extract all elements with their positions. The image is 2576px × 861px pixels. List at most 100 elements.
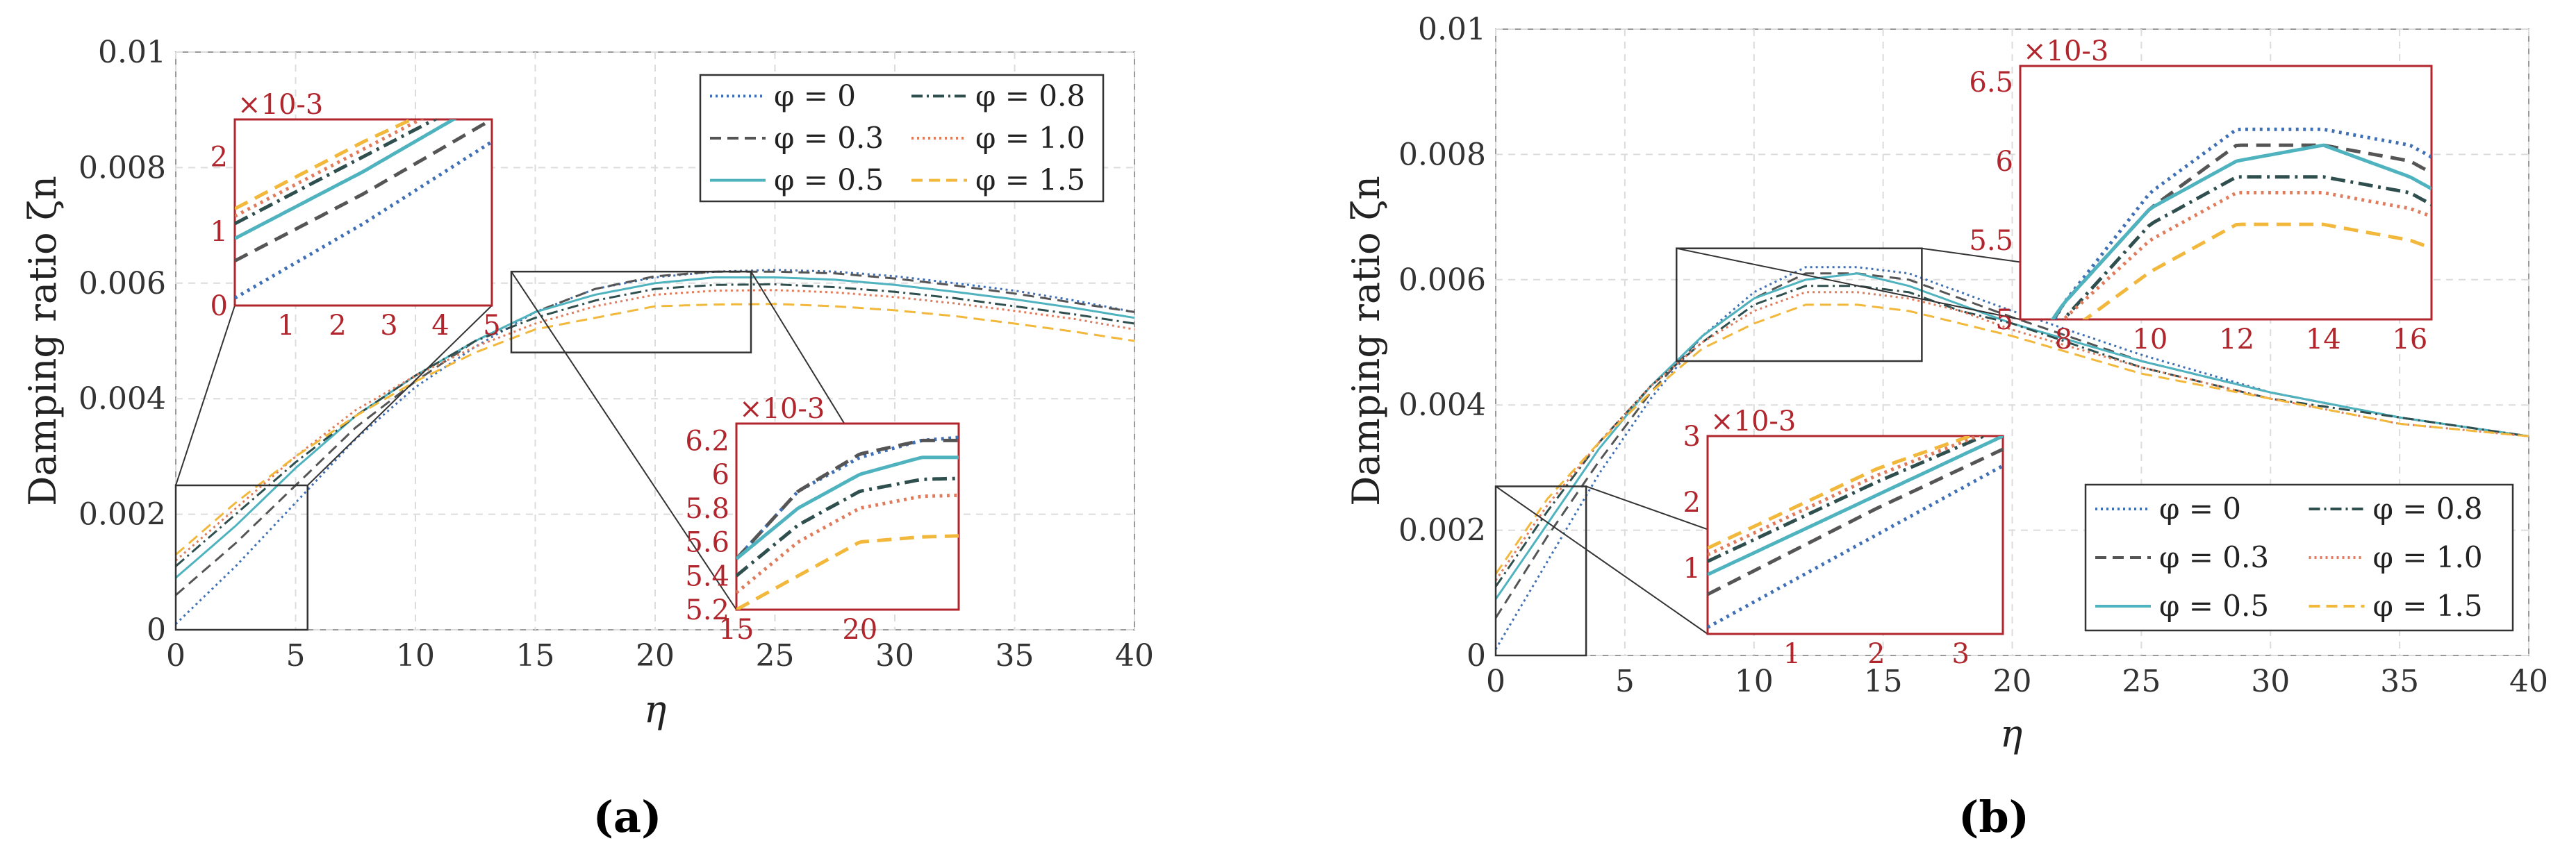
inset-peak-zoom: 8 10 12 14 16 5 5.5 6 6.5 ×10-3 [1969, 35, 2433, 356]
legend: φ = 0 φ = 0.3 φ = 0.5 φ = 0.8 φ = 1.0 φ = 1.5 [2084, 483, 2514, 632]
legend-entry-label: φ = 0 [2159, 492, 2241, 526]
legend-box [699, 74, 1105, 203]
inset-series-line-2 [235, 119, 457, 240]
inset-frame [1706, 435, 2004, 635]
inset-series-line-2 [736, 455, 959, 560]
inset-y-tick-label: 2 [1683, 487, 1701, 519]
inset-x-tick-label: 2 [329, 310, 346, 342]
inset-x-tick-label: 10 [2132, 324, 2168, 356]
inset-y-tick-label: 5.4 [685, 560, 729, 592]
inset-y-tick-label: 5.2 [685, 594, 729, 626]
inset-x-tick-label: 12 [2219, 324, 2254, 356]
inset-series-line-3 [736, 476, 959, 578]
x-tick-label: 0 [166, 638, 185, 674]
chart-panel-0: 0 5 10 15 20 25 30 35 4000.0020.0040.0060.0080.0… [21, 35, 1154, 842]
inset-series-line-1 [235, 119, 492, 262]
inset-series-line-4 [1708, 436, 1983, 557]
inset-y-tick-label: 5.8 [685, 493, 729, 525]
x-tick-label: 25 [756, 638, 795, 674]
y-tick-label: 0.004 [1398, 387, 1486, 423]
zoom-region-box [510, 270, 752, 353]
inset-x-tick-label: 3 [1952, 638, 1970, 670]
inset-x-tick-label: 20 [842, 614, 877, 646]
series-line-5 [1494, 303, 2529, 575]
chart-panel-1: 0 5 10 15 20 25 30 35 4000.0020.0040.0060.0080.0… [1344, 12, 2548, 842]
panel-caption: (b) [1958, 792, 2029, 842]
legend-entry-label: φ = 1.5 [975, 163, 1085, 197]
inset-low-eta-zoom: 1 2 3 4 5 0 1 2 ×10-3 [210, 89, 501, 342]
series-line-0 [174, 269, 1135, 625]
inset-x-tick-label: 15 [719, 614, 754, 646]
zoom-connector [1676, 247, 2021, 320]
series-group [1494, 266, 2529, 650]
y-axis-label: Damping ratio ζn [21, 176, 65, 506]
zoom-region-box [1494, 485, 1587, 657]
x-tick-label: 15 [1864, 664, 1903, 699]
inset-series-line-5 [1708, 436, 1976, 550]
x-tick-label: 20 [636, 638, 675, 674]
inset-series-line-5 [736, 534, 959, 610]
inset-y-tick-label: 2 [210, 142, 228, 174]
inset-y-tick-label: 5.6 [685, 527, 729, 559]
inset-series-line-5 [2082, 222, 2431, 319]
legend: φ = 0 φ = 0.3 φ = 0.5 φ = 0.8 φ = 1.0 φ = 1.5 [699, 74, 1105, 203]
x-axis-label: η [2000, 712, 2022, 755]
inset-series-line-2 [1708, 436, 2003, 576]
inset-scale-label: ×10-3 [1710, 406, 1796, 437]
legend-entry-label: φ = 0.3 [2159, 540, 2269, 574]
panel-caption: (a) [593, 792, 662, 842]
inset-y-tick-label: 3 [1683, 421, 1701, 453]
inset-series-line-4 [235, 119, 424, 218]
inset-y-tick-label: 1 [210, 216, 228, 248]
y-tick-label: 0 [147, 612, 166, 648]
zoom-region-box [174, 484, 308, 631]
inset-x-tick-label: 1 [277, 310, 295, 342]
x-tick-label: 30 [2251, 664, 2290, 699]
y-tick-label: 0.008 [1398, 137, 1486, 172]
inset-y-tick-label: 5.5 [1969, 225, 2013, 257]
legend-entry-label: φ = 0 [774, 78, 856, 112]
inset-y-tick-label: 6.5 [1969, 67, 2013, 99]
inset-x-tick-label: 8 [2055, 324, 2072, 356]
inset-series-group [235, 119, 492, 300]
inset-series-line-1 [736, 438, 959, 560]
x-tick-label: 35 [2380, 664, 2419, 699]
legend-entry-label: φ = 0.8 [2373, 492, 2483, 526]
zoom-connector [307, 305, 493, 486]
legend-entry-label: φ = 0.5 [2159, 589, 2269, 623]
x-tick-label: 5 [286, 638, 306, 674]
legend-entry-label: φ = 0.8 [975, 78, 1085, 112]
series-line-2 [175, 276, 1135, 579]
series-group [174, 269, 1135, 625]
y-tick-label: 0.008 [79, 150, 166, 185]
inset-series-line-3 [2061, 175, 2431, 319]
inset-x-tick-label: 4 [431, 310, 449, 342]
inset-x-tick-label: 14 [2306, 324, 2341, 356]
x-tick-label: 5 [1615, 664, 1635, 699]
y-tick-label: 0 [1467, 638, 1486, 674]
inset-series-group [736, 435, 959, 610]
x-tick-label: 10 [396, 638, 435, 674]
x-tick-label: 0 [1486, 664, 1505, 699]
zoom-connector [511, 271, 737, 610]
inset-frame [735, 422, 960, 611]
inset-scale-label: ×10-3 [238, 89, 323, 121]
inset-x-tick-label: 5 [483, 310, 500, 342]
series-line-3 [1494, 285, 2529, 587]
inset-y-tick-label: 6 [1996, 146, 2013, 178]
x-axis-label: η [644, 687, 666, 731]
inset-scale-label: ×10-3 [2023, 35, 2108, 67]
legend-entry-label: φ = 0.3 [774, 121, 884, 155]
inset-low-eta-zoom: 1 2 3 1 2 3 ×10-3 [1683, 406, 2004, 670]
inset-series-line-0 [1708, 464, 2003, 629]
x-tick-label: 40 [1115, 638, 1154, 674]
y-tick-label: 0.006 [79, 266, 166, 301]
inset-peak-zoom: 15 20 5.25.45.65.866.2 ×10-3 [685, 393, 960, 646]
inset-y-tick-label: 6 [712, 459, 729, 491]
inset-scale-label: ×10-3 [739, 393, 825, 425]
inset-x-tick-label: 2 [1867, 638, 1885, 670]
zoom-region-box [1675, 247, 1923, 362]
x-tick-label: 25 [2122, 664, 2161, 699]
y-tick-label: 0.004 [79, 381, 166, 417]
